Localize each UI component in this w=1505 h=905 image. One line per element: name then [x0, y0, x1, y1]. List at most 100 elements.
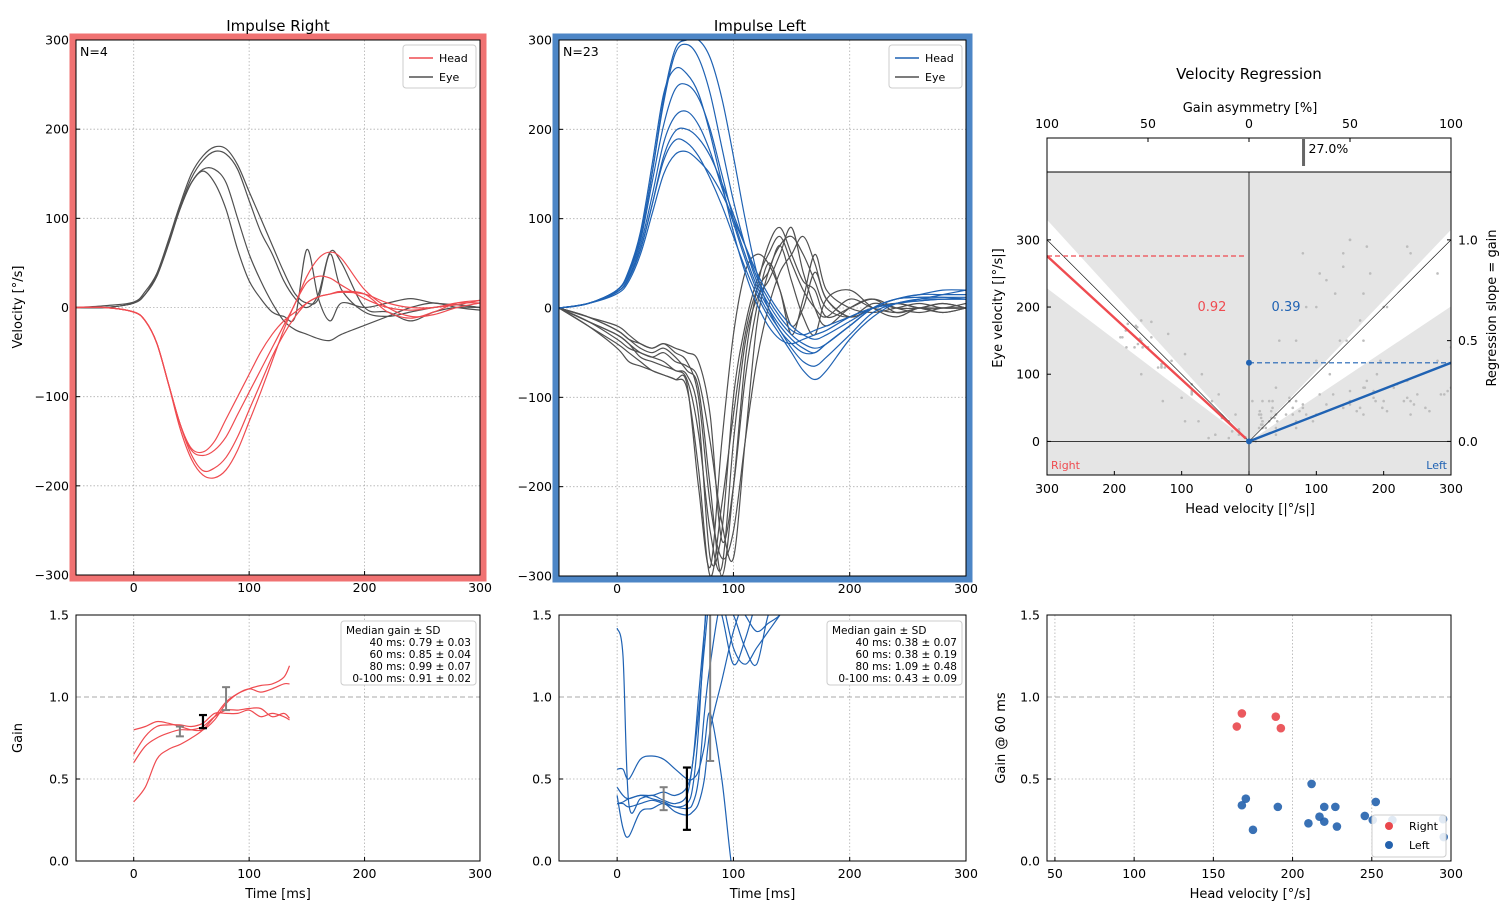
velocity-sample-point: [1217, 393, 1220, 396]
velocity-sample-point: [1230, 430, 1234, 433]
left-gain-point: [1273, 802, 1283, 812]
x-tick-label: 200: [1372, 481, 1396, 496]
velocity-sample-point: [1170, 359, 1173, 363]
right-impulse-frame: [69, 33, 487, 582]
legend-marker: [1385, 822, 1393, 830]
plot-area: [559, 40, 966, 576]
x-tick-label: 0: [1245, 481, 1253, 496]
velocity-sample-point: [1234, 413, 1237, 416]
x-tick-label: 100: [237, 866, 261, 881]
velocity-sample-point: [1318, 272, 1321, 275]
asymmetry-strip: [1046, 137, 1452, 173]
velocity-sample-point: [1257, 426, 1261, 430]
y-tick-label: 1.0: [49, 690, 69, 705]
velocity-sample-point: [1180, 396, 1183, 400]
x-tick-label: 150: [1201, 866, 1225, 881]
velocity-sample-point: [1365, 245, 1369, 248]
velocity-sample-point: [1150, 335, 1153, 339]
velocity-sample-point: [1372, 396, 1375, 400]
origin-marker: [1246, 438, 1252, 445]
y-tick-label: 0.0: [49, 854, 69, 869]
velocity-sample-point: [1428, 409, 1431, 413]
x-tick-label: 300: [1439, 481, 1463, 496]
legend: Right Left: [1371, 814, 1447, 858]
velocity-sample-point: [1257, 413, 1261, 416]
summary-box-frame: [340, 620, 477, 686]
right-gain-point: [1237, 709, 1247, 718]
velocity-sample-point: [1210, 399, 1214, 403]
plot-area: [76, 145, 480, 479]
left-confidence-band: [1249, 229, 1451, 442]
velocity-sample-point: [1264, 426, 1268, 430]
gain-trace: [616, 615, 781, 814]
velocity-sample-point: [1325, 403, 1328, 406]
velocity-sample-point: [1375, 372, 1379, 376]
velocity-sample-point: [1341, 251, 1345, 255]
velocity-sample-point: [1139, 319, 1143, 322]
summary-box-frame: [826, 620, 963, 686]
velocity-sample-point: [1345, 339, 1348, 342]
x-tick-label: 0: [130, 580, 138, 595]
velocity-sample-point: [1301, 251, 1305, 255]
x-tick-label: 200: [353, 580, 377, 595]
velocity-sample-point: [1284, 413, 1288, 416]
velocity-sample-point: [1259, 423, 1263, 426]
top-tick-label: 100: [1439, 116, 1463, 131]
x-tick-label: 100: [1304, 481, 1328, 496]
eye-velocity-trace: [559, 226, 966, 576]
axes-border: [75, 39, 481, 576]
y-tick-label: 1.5: [49, 608, 69, 623]
head-velocity-trace: [559, 127, 966, 336]
y-tick-label: −300: [35, 568, 69, 583]
velocity-sample-point: [1368, 272, 1372, 275]
velocity-sample-point: [1362, 292, 1365, 295]
left-gain-point: [1319, 817, 1329, 826]
unity-line-right: [1047, 239, 1250, 442]
velocity-sample-point: [1379, 359, 1382, 363]
velocity-sample-point: [1446, 389, 1449, 393]
velocity-sample-point: [1412, 403, 1416, 406]
velocity-sample-point: [1126, 322, 1130, 326]
velocity-sample-point: [1288, 396, 1291, 400]
x-tick-label: 100: [237, 580, 261, 595]
x-axis-label: Time [ms]: [729, 887, 796, 902]
head-velocity-trace: [559, 110, 966, 367]
right-confidence-band: [1047, 219, 1249, 442]
y-tick-label: 300: [528, 33, 552, 48]
left-gain-point: [1241, 794, 1251, 803]
velocity-sample-point: [1274, 433, 1278, 436]
y-tick-label: −100: [35, 389, 69, 404]
velocity-sample-point: [1197, 419, 1200, 423]
y-tick-label: −200: [518, 479, 552, 494]
left-gain-marker: [1246, 359, 1252, 366]
velocity-sample-point: [1160, 362, 1163, 366]
top-tick-label: 0: [1245, 116, 1253, 131]
velocity-sample-point: [1125, 346, 1128, 349]
axes-border: [558, 39, 967, 577]
y-tick-label: 1.5: [532, 608, 552, 623]
y-tick-label: 300: [45, 33, 69, 48]
velocity-sample-point: [1333, 292, 1337, 295]
legend-label: Head: [439, 52, 468, 65]
x-tick-label: 300: [954, 866, 978, 881]
left-gain-point: [1332, 822, 1342, 831]
velocity-sample-point: [1294, 426, 1298, 430]
summary-line: 60 ms: 0.38 ± 0.19: [855, 649, 957, 661]
velocity-sample-point: [1294, 399, 1298, 403]
gain-trace: [133, 707, 290, 763]
y-tick-label: 100: [1016, 367, 1040, 382]
y-axis-label: Velocity [°/s]: [11, 266, 26, 349]
left-gain-point: [1331, 802, 1340, 812]
velocity-sample-point: [1409, 413, 1412, 416]
right-regression-line: [1047, 255, 1247, 440]
gain-trace: [617, 615, 769, 810]
x-tick-label: 300: [1035, 481, 1059, 496]
head-velocity-trace: [559, 40, 966, 355]
velocity-sample-point: [1416, 393, 1419, 396]
velocity-sample-point: [1160, 366, 1163, 369]
x-tick-label: 200: [1281, 866, 1305, 881]
left-impulse-frame: [552, 33, 973, 583]
eye-velocity-trace: [559, 244, 966, 576]
velocity-sample-point: [1385, 409, 1389, 413]
